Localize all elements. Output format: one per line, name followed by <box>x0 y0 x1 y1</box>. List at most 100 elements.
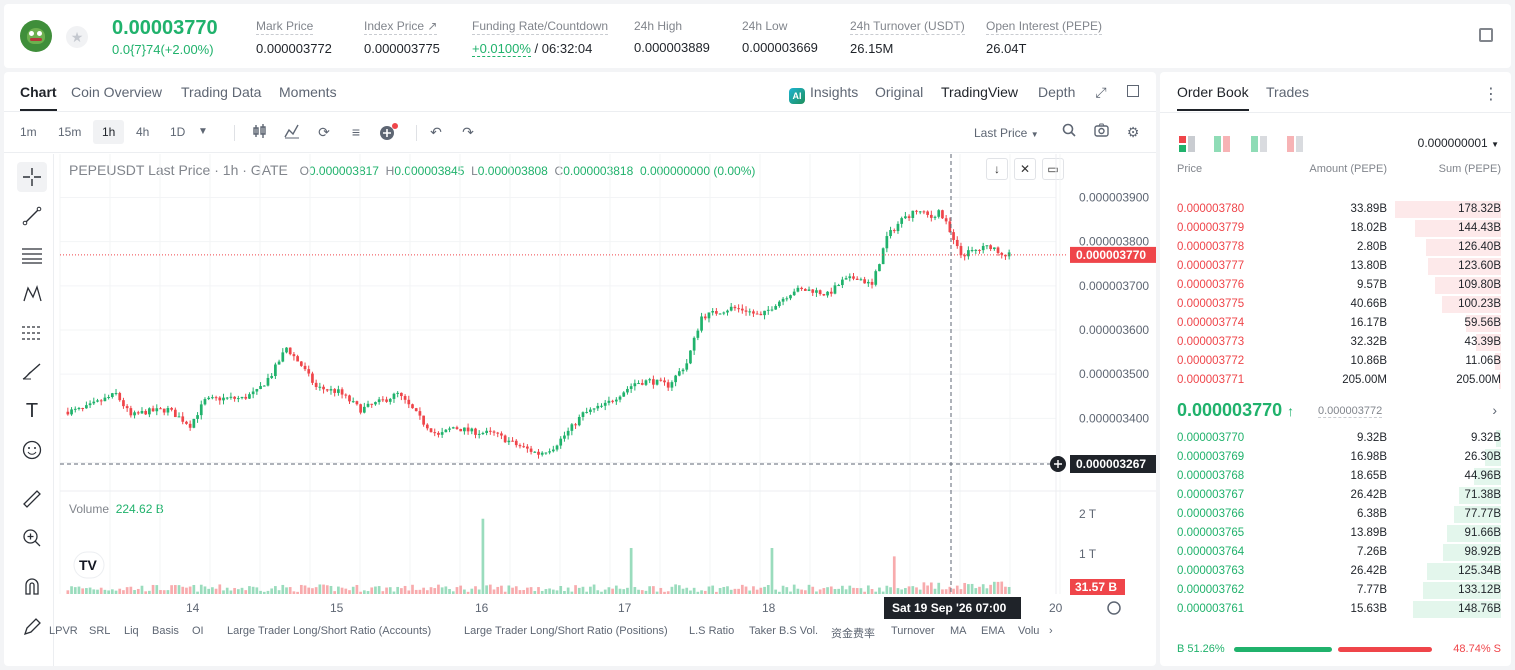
indicator-5[interactable]: Large Trader Long/Short Ratio (Accounts) <box>227 625 432 637</box>
bid-row[interactable]: 0.000003768 18.65B 44.96B <box>1160 467 1511 486</box>
volume-bar <box>199 584 203 594</box>
pencil-icon[interactable] <box>17 612 47 642</box>
redo-icon[interactable]: ↷ <box>462 124 474 140</box>
bid-row[interactable]: 0.000003767 26.42B 71.38B <box>1160 486 1511 505</box>
candle-body <box>214 397 218 399</box>
magnet-icon[interactable] <box>17 571 47 601</box>
candlestick-chart[interactable]: 0.000003900 0.000003800 0.000003700 0.00000… <box>4 154 1156 666</box>
window-icon[interactable] <box>1124 83 1142 101</box>
camera-icon[interactable] <box>1092 123 1110 141</box>
view-depth[interactable]: Depth <box>1038 84 1076 100</box>
volume-bar <box>244 590 248 594</box>
tab-trading-data[interactable]: Trading Data <box>181 84 262 100</box>
gear-icon[interactable]: ⚙ <box>1126 124 1140 140</box>
add-indicator-icon[interactable] <box>379 123 398 141</box>
book-icon[interactable] <box>1479 28 1493 42</box>
refresh-icon[interactable]: ⟳ <box>318 124 330 140</box>
indicator-2[interactable]: Liq <box>124 625 139 637</box>
bid-row[interactable]: 0.000003762 7.77B 133.12B <box>1160 581 1511 600</box>
timeframe-15m[interactable]: 15m <box>58 125 82 139</box>
price-source-select[interactable]: Last Price ▼ <box>974 126 1039 140</box>
bid-row[interactable]: 0.000003770 9.32B 9.32B <box>1160 429 1511 448</box>
view-both-alt-icon[interactable] <box>1214 136 1230 155</box>
tab-chart[interactable]: Chart <box>20 84 57 111</box>
pattern-icon[interactable] <box>17 279 47 309</box>
trendline-icon[interactable] <box>17 201 47 231</box>
bid-row[interactable]: 0.000003764 7.26B 98.92B <box>1160 543 1511 562</box>
precision-select[interactable]: 0.000000001 ▼ <box>1417 136 1499 150</box>
ask-row[interactable]: 0.000003772 10.86B 11.06B <box>1160 352 1511 371</box>
bid-row[interactable]: 0.000003769 16.98B 26.30B <box>1160 448 1511 467</box>
fib-icon[interactable] <box>17 318 47 348</box>
indicator-3[interactable]: Basis <box>152 625 179 637</box>
indicator-4[interactable]: OI <box>192 625 204 637</box>
ask-amount: 18.02B <box>1350 222 1387 234</box>
emoji-icon[interactable] <box>17 435 47 465</box>
ask-row[interactable]: 0.000003771 205.00M 205.00M <box>1160 371 1511 390</box>
favorite-star-icon[interactable]: ★ <box>66 26 88 48</box>
view-both-icon[interactable] <box>1179 136 1195 155</box>
chevron-right-icon[interactable]: › <box>1049 625 1053 637</box>
indicator-7[interactable]: L.S Ratio <box>689 625 735 637</box>
indicator-6[interactable]: Large Trader Long/Short Ratio (Positions… <box>464 625 668 637</box>
candle-body <box>922 211 926 213</box>
list-icon[interactable]: ≡ <box>351 124 361 140</box>
view-bids-icon[interactable] <box>1251 136 1267 155</box>
view-tradingview[interactable]: TradingView <box>941 84 1019 100</box>
ask-row[interactable]: 0.000003776 9.57B 109.80B <box>1160 276 1511 295</box>
candle-body <box>555 445 559 450</box>
ask-row[interactable]: 0.000003774 16.17B 59.56B <box>1160 314 1511 333</box>
tab-trades[interactable]: Trades <box>1266 84 1310 100</box>
timeframe-4h[interactable]: 4h <box>136 125 150 139</box>
expand-icon[interactable]: ⤢ <box>1095 84 1107 100</box>
indicator-11[interactable]: MA <box>950 625 967 637</box>
bid-row[interactable]: 0.000003763 26.42B 125.34B <box>1160 562 1511 581</box>
chevron-right-icon[interactable]: › <box>1492 402 1497 418</box>
brush-icon[interactable] <box>17 357 47 387</box>
tab-coin-overview[interactable]: Coin Overview <box>71 84 163 100</box>
candle-body <box>918 211 922 213</box>
indicator-1[interactable]: SRL <box>89 625 111 637</box>
search-icon[interactable] <box>1060 123 1078 141</box>
more-icon[interactable]: ⋮ <box>1483 86 1499 103</box>
ask-row[interactable]: 0.000003780 33.89B 178.32B <box>1160 200 1511 219</box>
volume-bar <box>648 586 652 594</box>
collapse-icon[interactable]: ✕ <box>1014 158 1036 180</box>
ruler-icon[interactable] <box>17 484 47 514</box>
horizontal-lines-icon[interactable] <box>17 240 47 270</box>
ask-row[interactable]: 0.000003779 18.02B 144.43B <box>1160 219 1511 238</box>
indicator-0[interactable]: LPVR <box>49 625 78 637</box>
indicator-12[interactable]: EMA <box>981 625 1005 637</box>
undo-icon[interactable]: ↶ <box>430 124 442 140</box>
view-asks-icon[interactable] <box>1287 136 1303 155</box>
candles-icon[interactable] <box>251 123 269 141</box>
bid-amount: 9.32B <box>1356 432 1387 444</box>
crosshair-icon[interactable] <box>17 162 47 192</box>
indicator-9[interactable]: 资金费率 <box>831 628 875 640</box>
bid-row[interactable]: 0.000003765 13.89B 91.66B <box>1160 524 1511 543</box>
ask-row[interactable]: 0.000003777 13.80B 123.60B <box>1160 257 1511 276</box>
indicator-8[interactable]: Taker B.S Vol. <box>749 625 819 637</box>
volume-bar <box>103 589 107 594</box>
timeframe-1d[interactable]: 1D <box>170 125 186 139</box>
timeframe-1h[interactable]: 1h <box>93 120 125 144</box>
zoom-in-icon[interactable] <box>17 523 47 553</box>
indicator-13[interactable]: Volu <box>1018 625 1040 637</box>
view-original[interactable]: Original <box>875 84 924 100</box>
tab-order-book[interactable]: Order Book <box>1177 84 1249 111</box>
view-insights[interactable]: AI Insights <box>789 84 858 104</box>
bid-row[interactable]: 0.000003766 6.38B 77.77B <box>1160 505 1511 524</box>
ask-row[interactable]: 0.000003775 40.66B 100.23B <box>1160 295 1511 314</box>
bid-row[interactable]: 0.000003761 15.63B 148.76B <box>1160 600 1511 619</box>
indicator-10[interactable]: Turnover <box>891 625 935 637</box>
tab-moments[interactable]: Moments <box>279 84 337 100</box>
ask-row[interactable]: 0.000003773 32.32B 43.39B <box>1160 333 1511 352</box>
text-tool-icon[interactable]: T <box>25 399 39 422</box>
chevron-down-icon[interactable]: ▼ <box>198 126 208 137</box>
fullscreen-icon[interactable]: ▭ <box>1042 158 1064 180</box>
stat-index-price[interactable]: Index Price ↗ 0.000003775 <box>364 19 440 56</box>
indicators-icon[interactable] <box>283 123 301 141</box>
ask-row[interactable]: 0.000003778 2.80B 126.40B <box>1160 238 1511 257</box>
arrow-down-icon[interactable]: ↓ <box>986 158 1008 180</box>
timeframe-1m[interactable]: 1m <box>20 125 37 139</box>
